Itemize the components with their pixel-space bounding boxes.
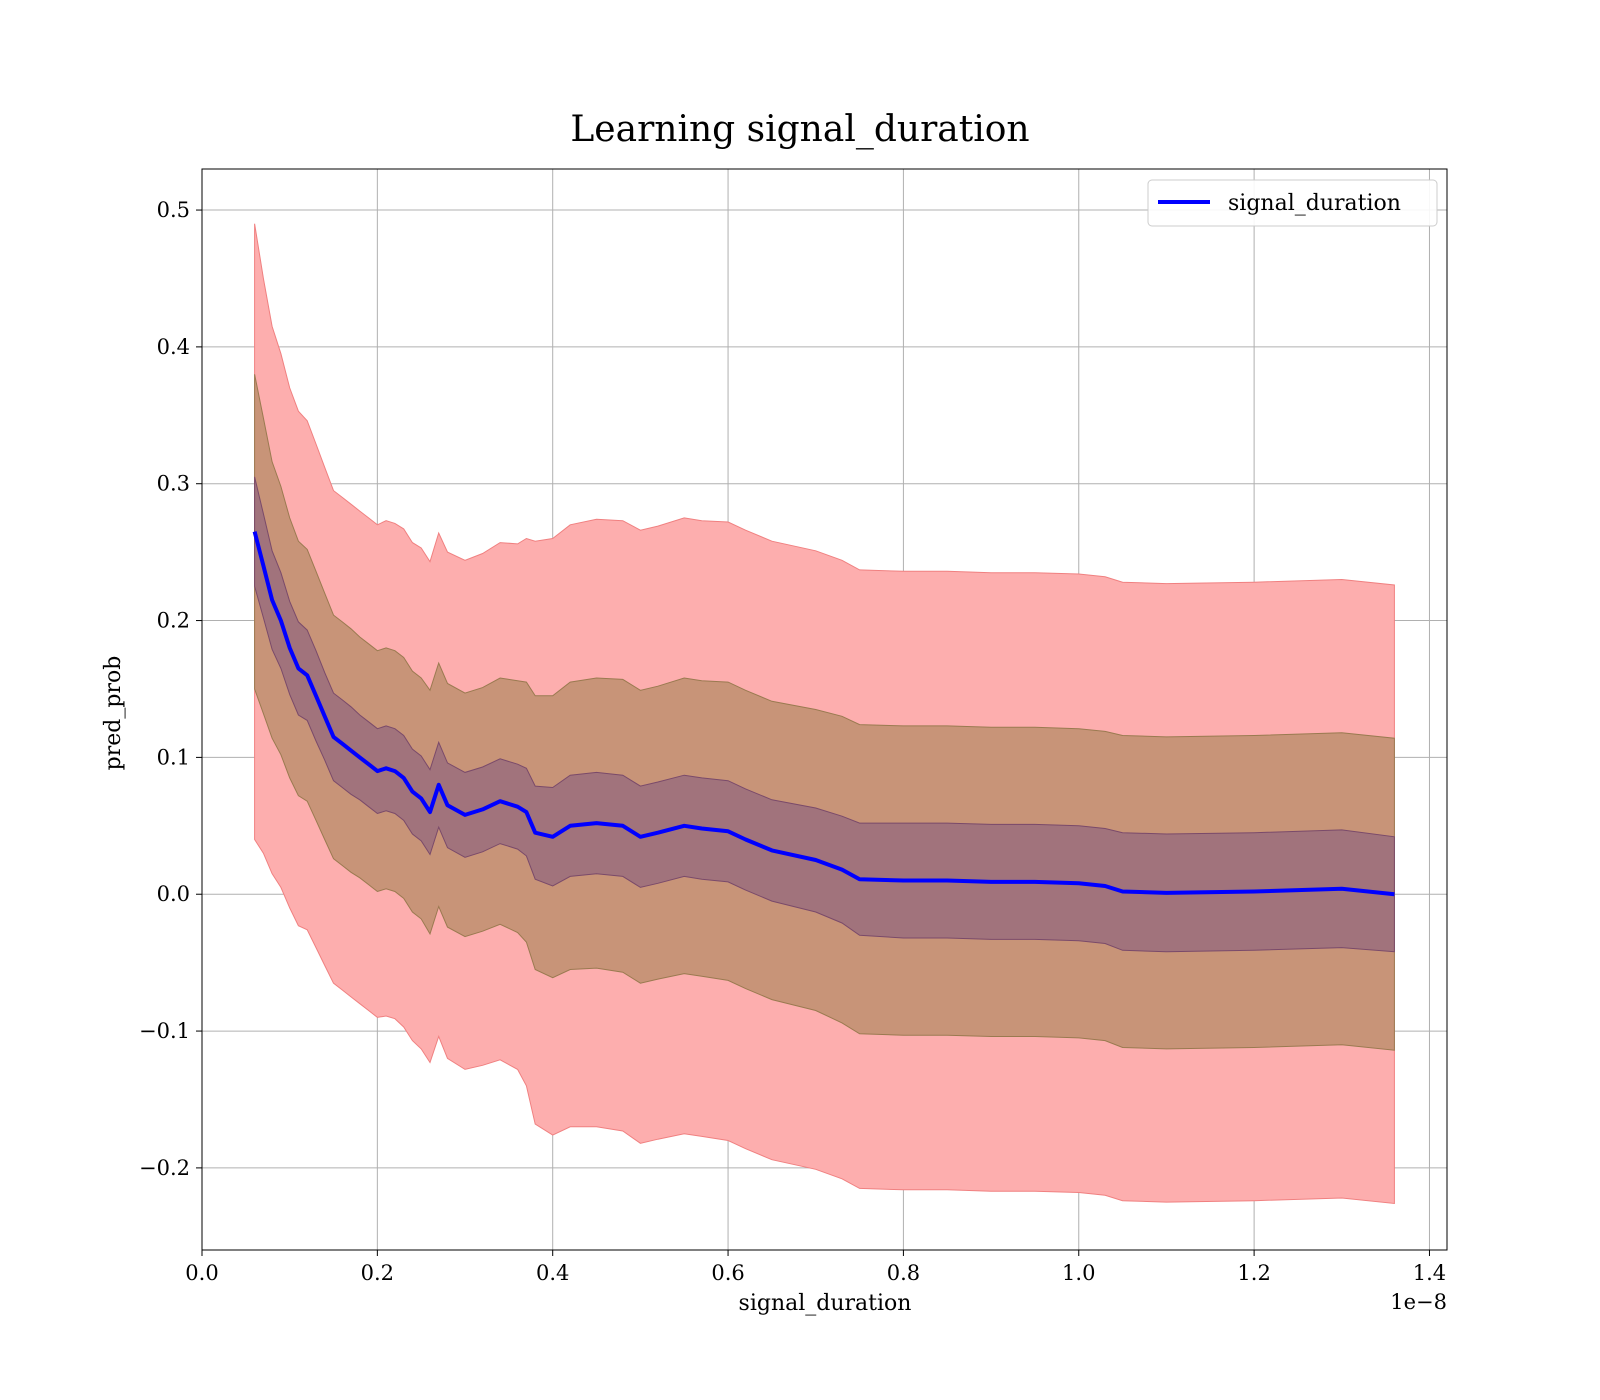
y-tick-label: −0.1: [139, 1019, 190, 1043]
plot-area: [201, 168, 1448, 1251]
y-tick-label: 0.2: [157, 609, 190, 633]
y-axis-ticks: −0.2 −0.1 0.0 0.1 0.2 0.3 0.4 0.5: [139, 198, 202, 1180]
x-tick-label: 1.0: [1062, 1261, 1095, 1285]
y-tick-label: 0.0: [157, 882, 190, 906]
x-tick-label: 0.6: [711, 1261, 744, 1285]
axes-frame: [201, 168, 1448, 1251]
legend: signal_duration: [1147, 179, 1438, 227]
x-tick-label: 1.4: [1413, 1261, 1446, 1285]
y-axis-label: pred_prob: [101, 656, 126, 771]
x-tick-label: 1.2: [1237, 1261, 1270, 1285]
y-tick-label: 0.1: [157, 745, 190, 769]
legend-label-signal-duration: signal_duration: [1228, 191, 1401, 216]
x-tick-label: 0.4: [536, 1261, 569, 1285]
x-tick-label: 0.2: [361, 1261, 394, 1285]
y-tick-label: 0.5: [157, 198, 190, 222]
chart-title: Learning signal_duration: [570, 109, 1029, 150]
x-axis-ticks: 0.0 0.2 0.4 0.6 0.8 1.0 1.2 1.4: [185, 1250, 1446, 1285]
x-tick-label: 0.8: [887, 1261, 920, 1285]
x-axis-offset-label: 1e−8: [1390, 1290, 1447, 1314]
legend-box: [1147, 179, 1438, 227]
y-tick-label: 0.4: [157, 335, 190, 359]
y-tick-label: −0.2: [139, 1156, 190, 1180]
series-line: [252, 531, 1395, 897]
y-tick-label: 0.3: [157, 472, 190, 496]
series-lines: [252, 531, 1395, 897]
x-tick-label: 0.0: [185, 1261, 218, 1285]
x-axis-label: signal_duration: [739, 1291, 912, 1316]
